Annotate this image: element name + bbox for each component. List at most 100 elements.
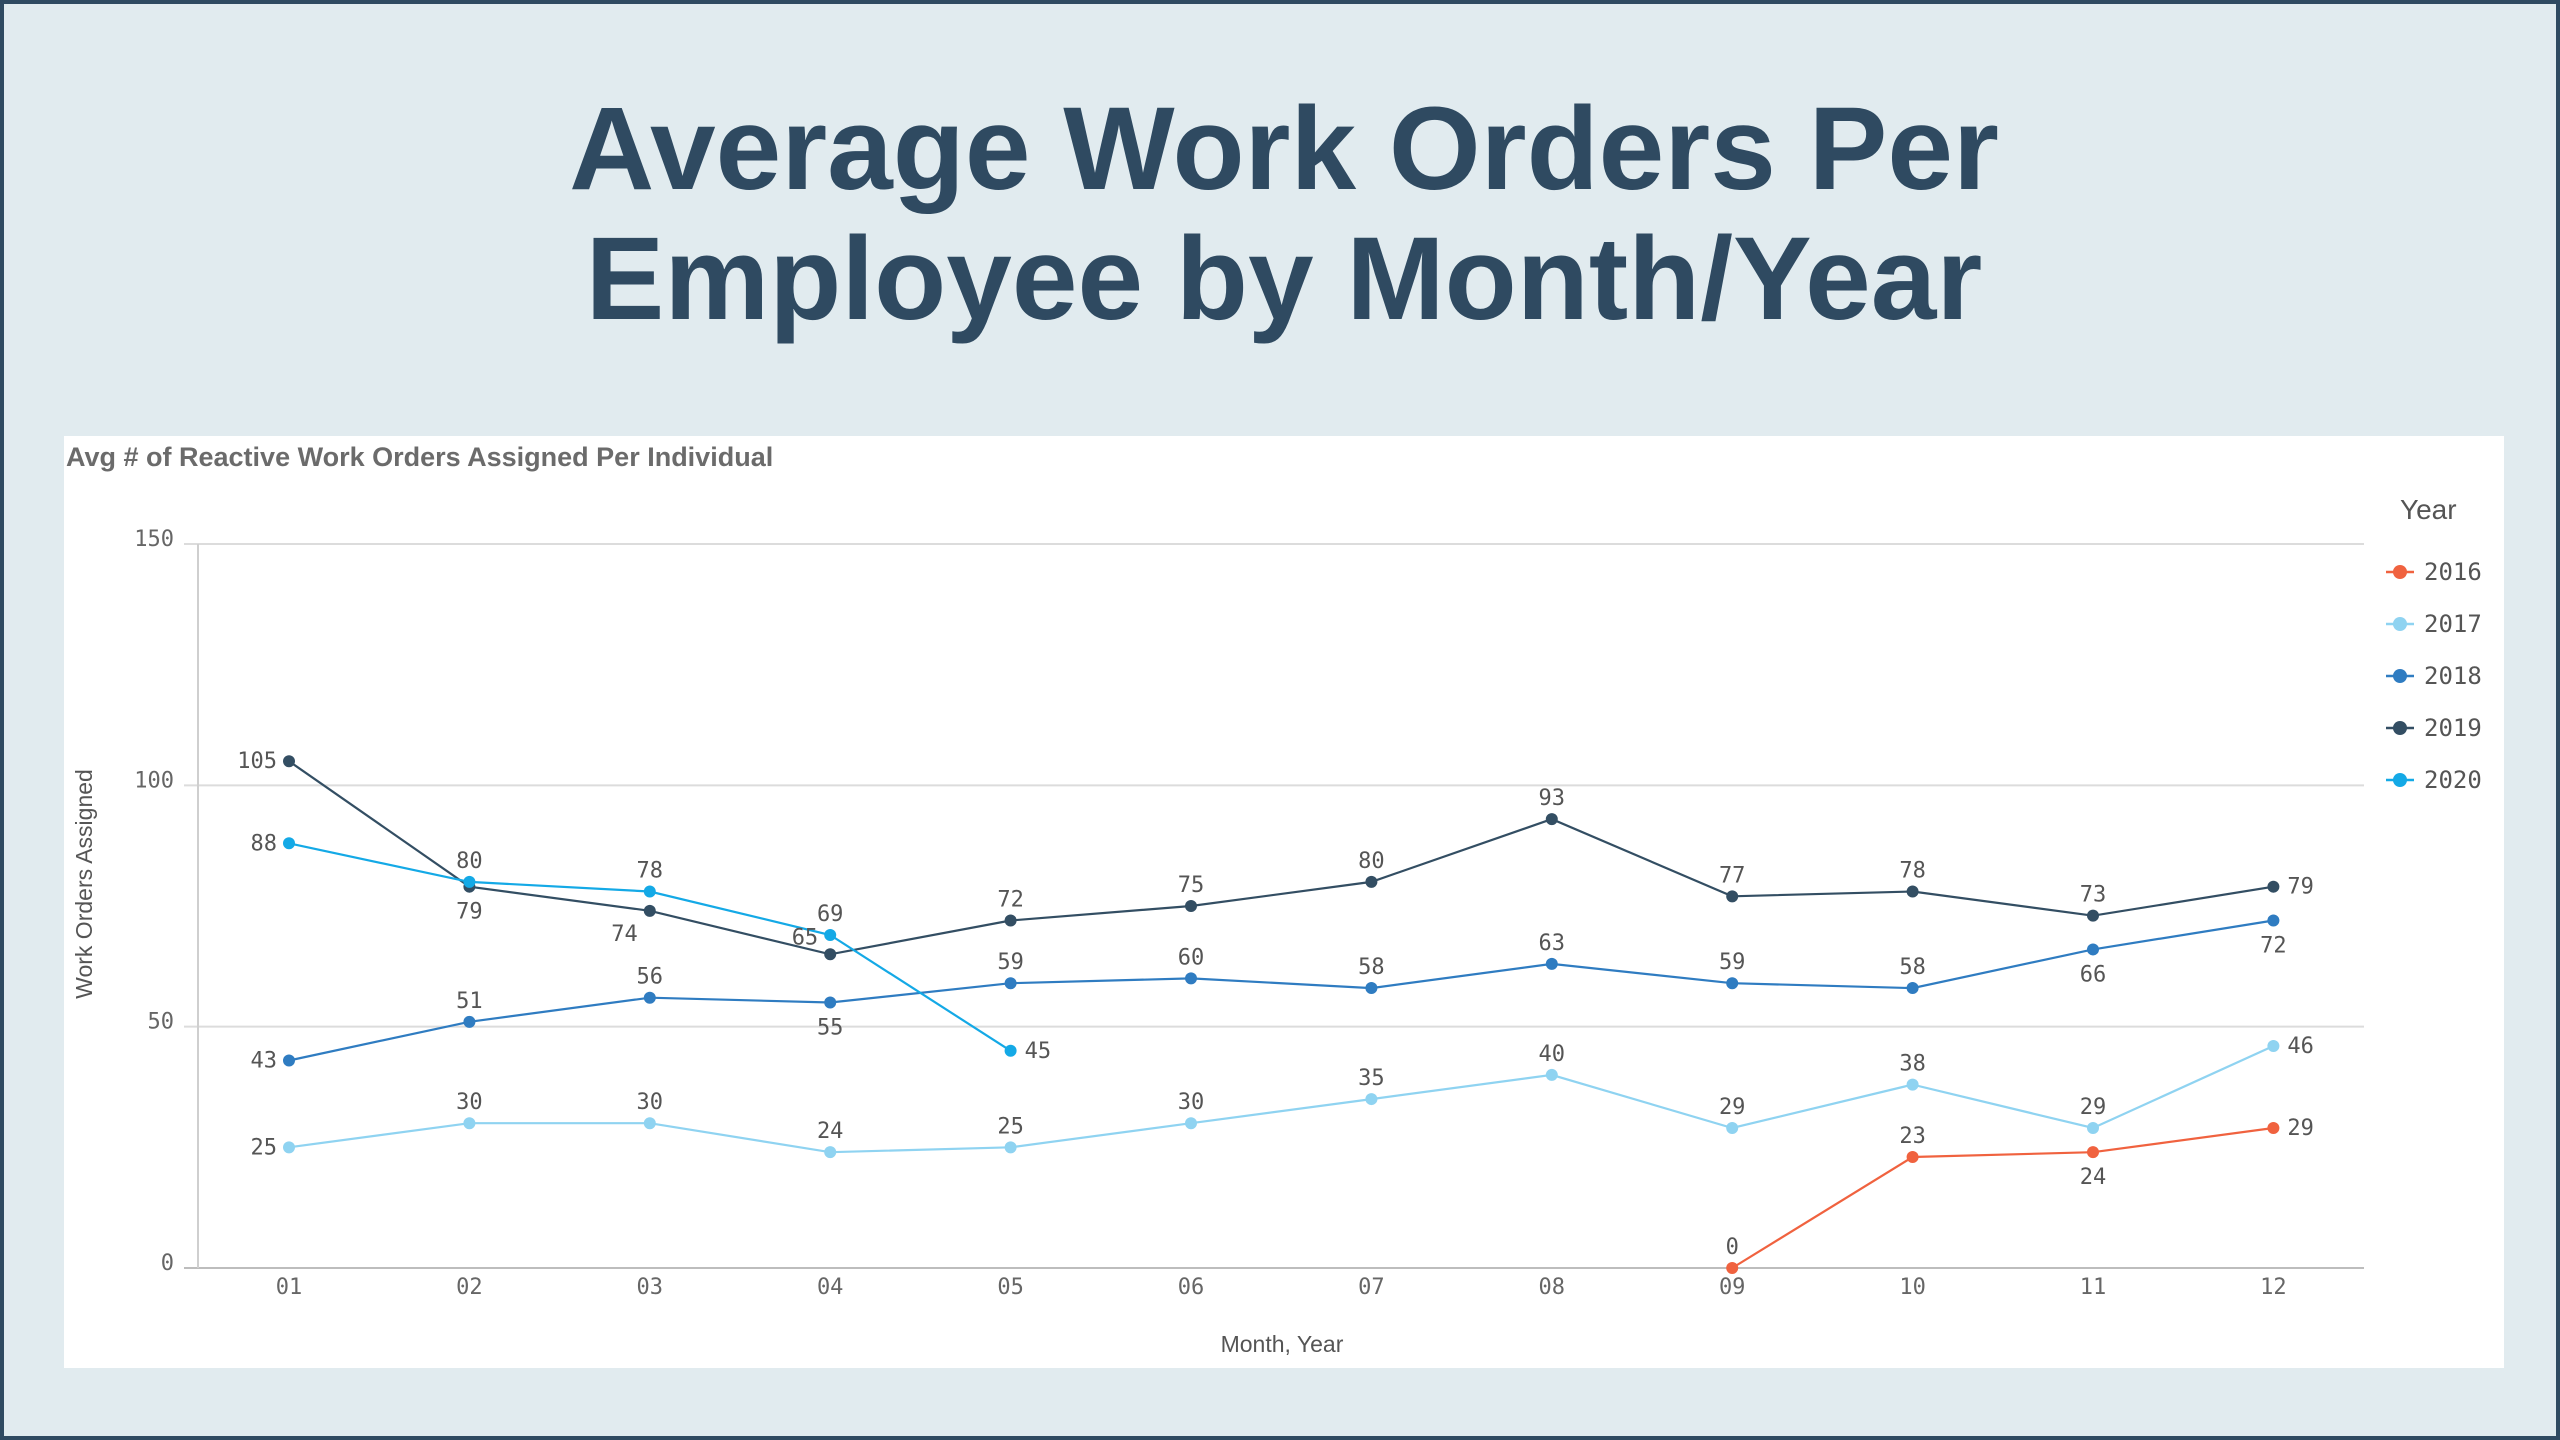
series-lines [283,755,2280,1274]
x-tick-label: 08 [1539,1275,1566,1300]
data-point-2018[interactable] [1545,957,1558,970]
chart-panel: Avg # of Reactive Work Orders Assigned P… [64,436,2504,1368]
legend-item-2016[interactable]: 2016 [2386,558,2482,586]
data-point-2019[interactable] [1726,890,1739,903]
x-tick-label: 01 [276,1275,303,1300]
data-point-2016[interactable] [2267,1122,2280,1135]
data-point-2019[interactable] [1365,875,1378,888]
chart-title: Avg # of Reactive Work Orders Assigned P… [66,442,773,472]
data-label-2018: 63 [1539,931,1566,956]
legend-label: 2017 [2424,610,2482,638]
data-label-2016: 24 [2080,1165,2107,1190]
legend-item-2020[interactable]: 2020 [2386,766,2482,794]
series-line-2019[interactable] [288,760,2274,956]
data-point-2019[interactable] [1004,914,1017,927]
gridlines [184,543,2364,1269]
data-point-2020[interactable] [283,837,295,850]
data-point-2017[interactable] [643,1117,656,1130]
data-point-2018[interactable] [824,996,837,1009]
data-point-2017[interactable] [1545,1068,1558,1081]
slide-title: Average Work Orders Per Employee by Mont… [4,84,2560,344]
data-point-2017[interactable] [1185,1117,1197,1130]
data-label-2018: 66 [2080,962,2107,987]
data-point-2018[interactable] [1906,982,1919,995]
line-chart: Avg # of Reactive Work Orders Assigned P… [66,442,2482,1357]
data-point-2018[interactable] [463,1015,476,1028]
data-label-2018: 60 [1178,945,1205,970]
series-line-2016[interactable] [1731,1126,2274,1269]
data-point-2019[interactable] [283,755,295,768]
legend-item-2017[interactable]: 2017 [2386,610,2482,638]
data-point-2019[interactable] [2087,909,2099,922]
data-label-2016: 23 [1899,1124,1926,1149]
data-point-2019[interactable] [643,904,656,917]
data-label-2019: 65 [792,925,819,950]
data-point-2018[interactable] [643,991,656,1004]
data-point-2016[interactable] [2087,1146,2099,1159]
data-point-2020[interactable] [643,885,656,898]
data-label-2019: 73 [2080,883,2107,908]
series-line-2018[interactable] [288,919,2274,1062]
data-label-2017: 46 [2287,1034,2314,1059]
x-tick-label: 12 [2260,1275,2287,1300]
x-tick-label: 02 [456,1275,483,1300]
data-label-2017: 40 [1539,1042,1566,1067]
data-point-2017[interactable] [1004,1141,1017,1154]
data-label-2017: 25 [997,1114,1024,1139]
data-label-2018: 55 [817,1016,844,1041]
data-point-2020[interactable] [463,875,476,888]
data-label-2019: 75 [1178,873,1205,898]
data-point-2016[interactable] [1906,1150,1919,1163]
data-label-2016: 0 [1726,1235,1739,1260]
data-point-2019[interactable] [824,948,837,961]
legend-item-2019[interactable]: 2019 [2386,714,2482,742]
data-label-2017: 29 [1719,1095,1746,1120]
data-point-2018[interactable] [1004,977,1017,990]
data-point-2016[interactable] [1726,1262,1739,1274]
data-point-2017[interactable] [1906,1078,1919,1091]
x-tick-label: 03 [637,1275,664,1300]
x-tick-label: 06 [1178,1275,1205,1300]
data-point-2018[interactable] [1365,982,1378,995]
data-point-2020[interactable] [1004,1044,1017,1057]
data-point-2019[interactable] [1545,813,1558,826]
data-label-2018: 58 [1899,955,1926,980]
legend-item-2018[interactable]: 2018 [2386,662,2482,690]
data-labels: 0 23 24 29 25 30 30 24 25 30 35 40 29 38 29 46 43 51 56 55 5… [237,749,2314,1260]
data-point-2018[interactable] [283,1054,295,1067]
legend-label: 2016 [2424,558,2482,586]
data-point-2017[interactable] [1726,1122,1739,1135]
data-point-2017[interactable] [1365,1093,1378,1106]
legend-label: 2019 [2424,714,2482,742]
data-point-2017[interactable] [2087,1122,2099,1135]
data-label-2017: 24 [817,1119,844,1144]
data-point-2018[interactable] [1185,972,1197,985]
data-label-2018: 59 [1719,950,1746,975]
data-point-2018[interactable] [2267,914,2280,927]
data-label-2017: 29 [2080,1095,2107,1120]
legend-label: 2018 [2424,662,2482,690]
y-tick-label: 100 [134,768,174,793]
data-label-2017: 25 [251,1135,278,1160]
data-point-2017[interactable] [283,1141,295,1154]
data-point-2018[interactable] [1726,977,1739,990]
data-label-2020: 88 [251,831,278,856]
series-line-2017[interactable] [288,1044,2274,1154]
data-label-2020: 80 [456,849,483,874]
data-label-2017: 35 [1358,1066,1385,1091]
data-point-2017[interactable] [2267,1039,2280,1052]
data-label-2019: 77 [1719,863,1746,888]
data-point-2019[interactable] [1906,885,1919,898]
data-point-2019[interactable] [2267,880,2280,893]
data-label-2018: 58 [1358,955,1385,980]
data-label-2019: 79 [2287,875,2314,900]
legend[interactable]: Year 2016 2017 2018 2019 2020 [2386,494,2482,794]
data-point-2019[interactable] [1185,900,1197,912]
data-point-2018[interactable] [2087,943,2099,956]
x-tick-label: 07 [1358,1275,1385,1300]
x-tick-label: 05 [997,1275,1024,1300]
data-point-2020[interactable] [824,928,837,941]
y-tick-label: 150 [134,527,174,552]
data-point-2017[interactable] [463,1117,476,1130]
data-point-2017[interactable] [824,1146,837,1159]
